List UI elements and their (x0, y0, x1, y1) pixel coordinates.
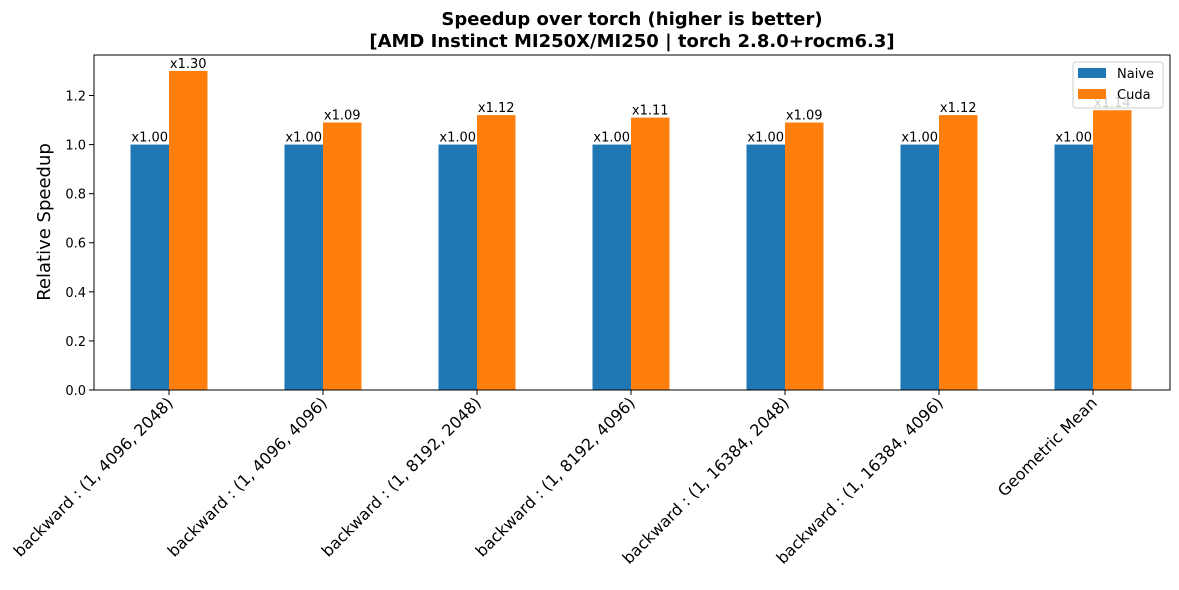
bar-cuda (169, 70, 208, 390)
data-label: x1.00 (593, 131, 630, 146)
bar-naive (900, 144, 939, 390)
legend-label-cuda: Cuda (1117, 88, 1151, 103)
data-label: x1.12 (940, 101, 977, 116)
bar-naive (1054, 144, 1093, 390)
y-tick-label: 0.4 (65, 286, 86, 301)
data-label: x1.12 (478, 101, 515, 116)
x-tick-label: backward : (1, 16384, 2048) (618, 393, 792, 567)
data-label: x1.30 (170, 57, 207, 72)
legend-swatch-naive (1078, 68, 1106, 78)
x-tick-label: Geometric Mean (994, 393, 1101, 500)
data-label: x1.00 (901, 131, 938, 146)
legend: Naive Cuda (1072, 61, 1164, 109)
data-label: x1.11 (632, 104, 669, 119)
legend-swatch-cuda (1078, 89, 1106, 99)
bar-naive (746, 144, 785, 390)
y-tick-label: 0.6 (65, 237, 86, 252)
bar-naive (130, 144, 169, 390)
y-axis-label: Relative Speedup (34, 143, 55, 301)
y-tick-label: 1.0 (65, 139, 86, 154)
data-label: x1.00 (747, 131, 784, 146)
bar-cuda (785, 122, 824, 390)
bar-naive (284, 144, 323, 390)
x-tick-label: backward : (1, 4096, 2048) (10, 393, 177, 560)
data-label: x1.00 (1055, 131, 1092, 146)
y-tick-label: 0.2 (65, 335, 86, 350)
x-tick-label: backward : (1, 8192, 2048) (318, 393, 485, 560)
bar-naive (592, 144, 631, 390)
data-label: x1.00 (439, 131, 476, 146)
x-tick-label: backward : (1, 16384, 4096) (772, 393, 946, 567)
data-label: x1.09 (324, 108, 361, 123)
bar-cuda (323, 122, 362, 390)
x-tick-label: backward : (1, 4096, 4096) (164, 393, 331, 560)
bar-naive (438, 144, 477, 390)
plot-frame (93, 54, 1171, 391)
bar-cuda (939, 115, 978, 390)
y-tick-label: 0.8 (65, 188, 86, 203)
bar-cuda (631, 117, 670, 390)
data-label: x1.00 (285, 131, 322, 146)
bar-cuda (477, 115, 516, 390)
chart-title-line1: Speedup over torch (higher is better) (441, 9, 822, 30)
chart-title-line2: [AMD Instinct MI250X/MI250 | torch 2.8.0… (369, 31, 894, 52)
data-label: x1.09 (786, 108, 823, 123)
bar-cuda (1093, 110, 1132, 390)
data-label: x1.00 (131, 131, 168, 146)
y-tick-label: 1.2 (65, 89, 86, 104)
x-tick-label: backward : (1, 8192, 4096) (472, 393, 639, 560)
legend-label-naive: Naive (1117, 67, 1154, 82)
y-tick-label: 0.0 (65, 384, 86, 399)
